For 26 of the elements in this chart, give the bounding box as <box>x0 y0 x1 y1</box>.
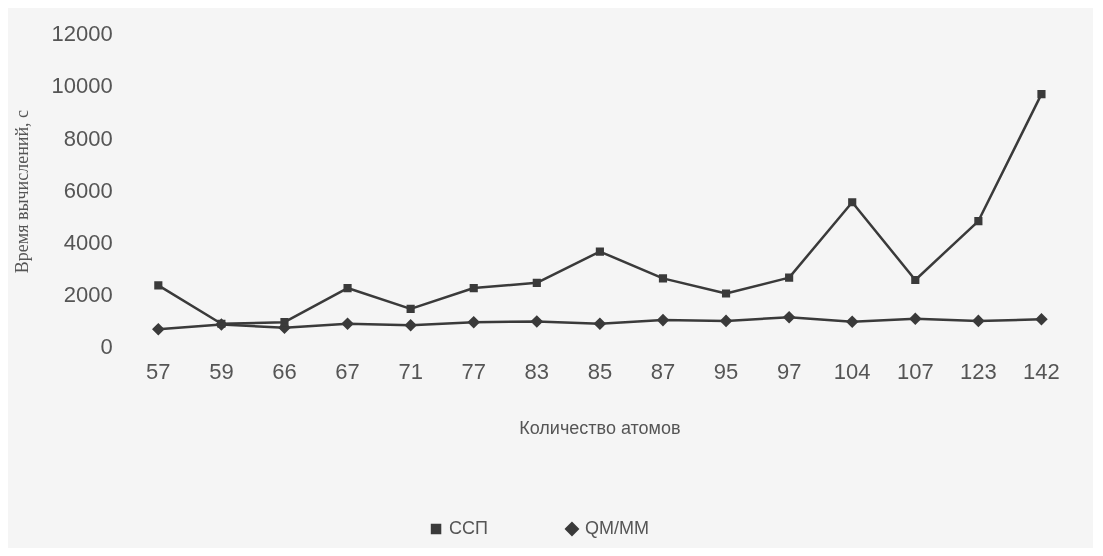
x-tick-label: 97 <box>776 359 802 385</box>
x-tick-label: 85 <box>587 359 613 385</box>
y-tick-label: 12000 <box>51 21 113 47</box>
legend-label: ССП <box>449 517 488 538</box>
y-axis-title: Время вычислений, с <box>11 109 32 274</box>
x-tick-label: 107 <box>896 359 934 385</box>
x-tick-label: 59 <box>209 359 234 385</box>
x-tick-label: 66 <box>272 359 297 385</box>
x-axis-title: Количество атомов <box>519 418 681 439</box>
y-tick-label: 4000 <box>63 229 113 255</box>
x-tick-label: 71 <box>398 359 423 385</box>
x-tick-label: 87 <box>650 359 676 385</box>
y-tick-label: 0 <box>100 334 113 360</box>
x-tick-label: 142 <box>1023 359 1060 385</box>
legend-label: QM/MM <box>584 517 649 538</box>
y-tick-label: 6000 <box>63 177 113 203</box>
x-tick-label: 83 <box>524 359 550 385</box>
x-tick-label: 67 <box>335 359 360 385</box>
x-tick-label: 57 <box>146 359 171 385</box>
y-tick-label: 10000 <box>51 73 113 99</box>
x-tick-label: 95 <box>713 359 739 385</box>
y-tick-label: 2000 <box>63 281 113 307</box>
x-tick-label: 77 <box>461 359 486 385</box>
y-tick-label: 8000 <box>63 125 113 151</box>
x-tick-label: 123 <box>960 359 997 385</box>
x-tick-label: 104 <box>833 359 871 385</box>
